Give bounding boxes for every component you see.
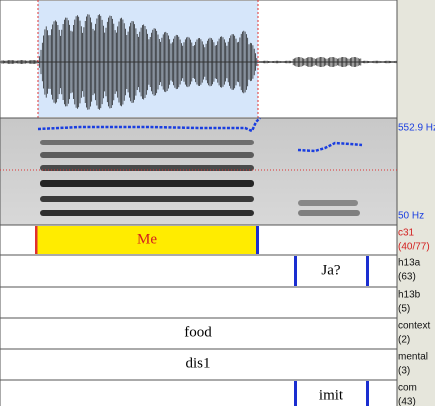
pitch-contour	[37, 117, 261, 133]
tier[interactable]	[0, 286, 398, 319]
formant-band	[298, 210, 360, 216]
boundary[interactable]	[35, 226, 38, 254]
tier-count: (63)	[398, 272, 416, 283]
interval-label: Ja?	[321, 262, 340, 278]
tier[interactable]	[0, 379, 398, 406]
interval-label: dis1	[185, 355, 210, 371]
spectrogram	[40, 140, 360, 216]
boundary[interactable]	[294, 381, 297, 406]
formant-band	[40, 180, 254, 187]
tier-count: (43)	[398, 397, 416, 406]
tier-count: (40/77)	[398, 242, 430, 253]
tier-name: context	[398, 321, 430, 332]
tier-name: h13b	[398, 290, 421, 301]
formant-band	[298, 200, 358, 206]
interval-label: imit	[319, 387, 344, 403]
boundary[interactable]	[294, 256, 297, 286]
tier[interactable]	[0, 254, 398, 288]
tier-count: (3)	[398, 366, 410, 377]
tier-count: (2)	[398, 335, 410, 346]
formant-band	[40, 152, 254, 158]
pitch-contour	[297, 141, 363, 153]
interval-label: food	[184, 324, 212, 340]
formant-band	[40, 196, 254, 202]
boundary[interactable]	[256, 226, 259, 254]
tier-names: c31 (40/77) h13a (63) h13b (5) context (2) menta…	[398, 228, 430, 406]
interval-label: Me	[137, 231, 157, 247]
spectrogram-panel	[0, 117, 398, 226]
tier-name: mental	[398, 352, 428, 363]
formant-band	[40, 140, 254, 145]
tiers: Me Ja? food dis1 imit	[0, 224, 398, 406]
sidebar	[397, 0, 435, 406]
tier-name: com	[398, 383, 417, 394]
interval-selected[interactable]	[37, 226, 257, 254]
boundary[interactable]	[366, 256, 369, 286]
tier-count: (5)	[398, 304, 410, 315]
pitch-max-label: 552.9 Hz	[398, 123, 435, 134]
boundary[interactable]	[366, 381, 369, 406]
tier-name: c31	[398, 228, 415, 239]
pitch-min-label: 50 Hz	[398, 211, 424, 222]
tier[interactable]	[0, 348, 398, 381]
formant-band	[40, 210, 254, 216]
tier-name: h13a	[398, 258, 421, 269]
